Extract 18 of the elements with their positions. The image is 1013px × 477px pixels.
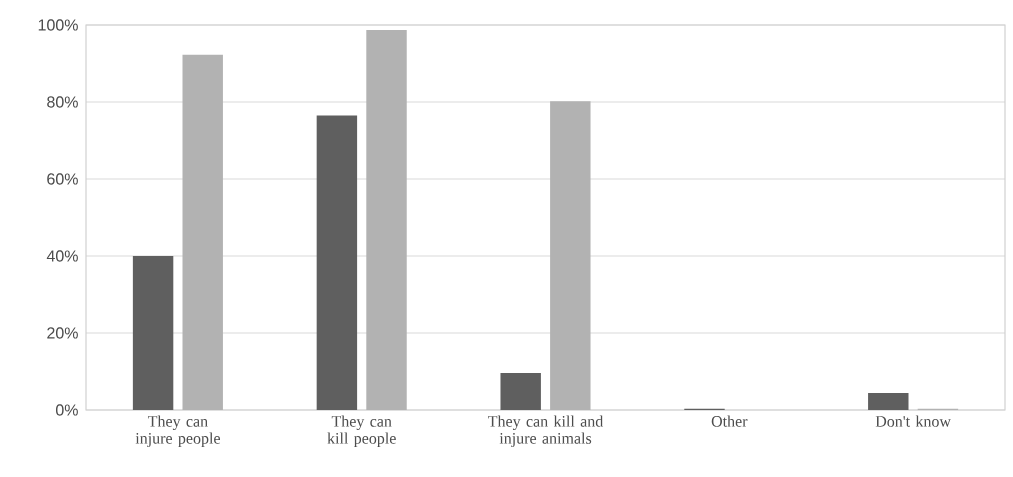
bar [182,54,223,410]
x-tick-label: They can injure people [135,415,220,448]
x-tick-label: Don't know [875,415,951,427]
bar [132,256,174,410]
y-tick-label: 0% [55,404,78,416]
bar [316,115,358,410]
bar [868,393,909,410]
x-tick-label: Other [711,415,748,427]
bar [366,30,407,410]
x-tick-label: They can kill and injure animals [488,415,604,448]
bar [500,373,541,410]
bar [550,101,591,410]
y-tick-label: 80% [47,96,78,108]
x-tick-label: They can kill people [327,415,396,448]
y-tick-label: 40% [46,250,78,262]
y-tick-label: 20% [47,327,78,339]
y-tick-label: 60% [47,173,78,185]
y-tick-label: 100% [38,19,78,31]
